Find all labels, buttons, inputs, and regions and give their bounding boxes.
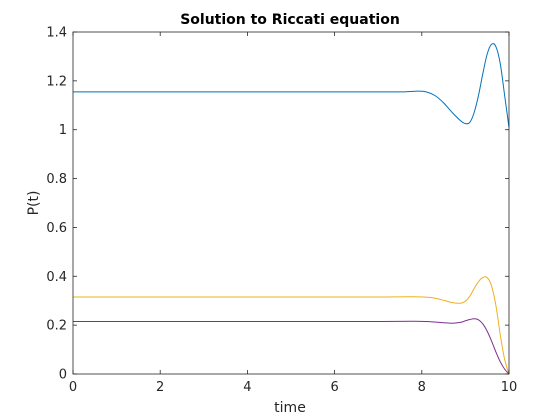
series-layer — [73, 43, 510, 375]
y-tick-label: 1 — [59, 123, 67, 138]
x-axis-label: time — [274, 400, 306, 416]
y-tick-label: 0.4 — [46, 270, 67, 285]
y-tick-label: 0 — [59, 368, 67, 383]
x-tick-label: 6 — [330, 380, 338, 395]
x-tick-label: 10 — [501, 380, 518, 395]
x-tick-label: 4 — [243, 380, 251, 395]
chart-title: Solution to Riccati equation — [180, 12, 400, 28]
x-tick-label: 8 — [418, 380, 426, 395]
y-tick-label: 1.2 — [46, 74, 67, 89]
y-tick-label: 1.4 — [46, 26, 67, 41]
y-tick-label: 0.2 — [46, 319, 67, 334]
series-line-3 — [73, 318, 510, 375]
axes-box — [72, 31, 510, 375]
y-axis-ticks: 0 0.2 0.4 0.6 0.8 1 1.2 1.4 — [46, 26, 509, 383]
y-axis-label: P(t) — [26, 191, 42, 216]
x-tick-label: 2 — [156, 380, 164, 395]
y-tick-label: 0.6 — [46, 221, 67, 236]
plot-area: 0 2 4 6 8 10 0 0.2 0.4 0.6 0.8 1 1.2 1.4 — [46, 26, 517, 396]
x-axis-ticks: 0 2 4 6 8 10 — [69, 32, 517, 395]
x-tick-label: 0 — [69, 380, 77, 395]
series-line-2 — [73, 276, 510, 375]
y-tick-label: 0.8 — [46, 172, 67, 187]
series-line-1 — [73, 43, 510, 128]
